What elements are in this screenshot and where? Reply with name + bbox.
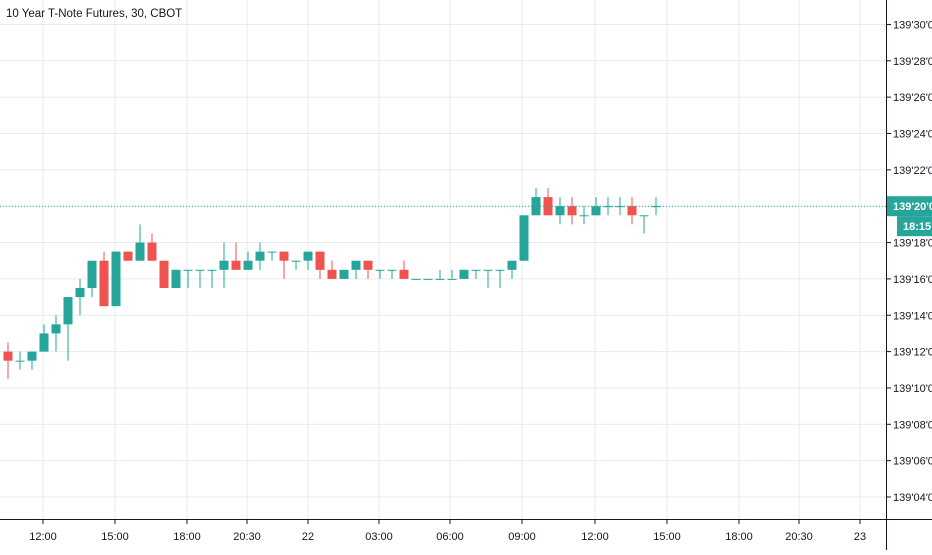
candle-body (75, 287, 85, 298)
y-tick-label: 139'06'0 (893, 456, 932, 468)
candle-body (483, 269, 493, 271)
x-tick-label: 23 (854, 531, 866, 543)
candle-body (195, 269, 205, 271)
candle-body (519, 215, 529, 261)
candle-body (447, 278, 457, 280)
y-tick-label: 139'28'0 (893, 56, 932, 68)
candle-body (159, 260, 169, 288)
candle-body (567, 206, 577, 216)
candle-body (459, 269, 469, 279)
candle-body (387, 269, 397, 271)
last-price-label: 139'20'0 (893, 201, 932, 213)
candle-body (375, 269, 385, 271)
candle-body (279, 251, 289, 261)
candle-body (63, 297, 73, 325)
candle-body (651, 206, 661, 208)
candle-body (411, 278, 421, 280)
candle-body (327, 269, 337, 279)
x-tick-label: 09:00 (508, 531, 536, 543)
candle-body (171, 269, 181, 288)
y-tick-label: 139'08'0 (893, 419, 932, 431)
candle-body (3, 351, 13, 361)
candle-body (603, 206, 613, 208)
candle-body (531, 197, 541, 216)
candle-body (555, 206, 565, 216)
x-tick-label: 15:00 (653, 531, 681, 543)
y-tick-label: 139'04'0 (893, 492, 932, 504)
candle-body (351, 260, 361, 270)
candle-body (243, 260, 253, 270)
candle-body (639, 215, 649, 217)
candle-body (267, 251, 277, 253)
candle-body (27, 351, 37, 361)
x-tick-label: 18:00 (173, 531, 201, 543)
y-tick-label: 139'26'0 (893, 92, 932, 104)
candle-body (435, 278, 445, 280)
y-tick-label: 139'16'0 (893, 274, 932, 286)
candle-body (543, 197, 553, 216)
candle-body (579, 215, 589, 217)
candle-body (147, 242, 157, 261)
candle-body (219, 260, 229, 270)
y-tick-label: 139'30'0 (893, 19, 932, 31)
candle-body (99, 260, 109, 307)
candle-body (507, 260, 517, 270)
candle-body (423, 278, 433, 280)
x-tick-label: 18:00 (725, 531, 753, 543)
x-tick-label: 06:00 (436, 531, 464, 543)
countdown-label: 18:15 (903, 221, 931, 233)
chart-title: 10 Year T-Note Futures, 30, CBOT (6, 8, 183, 20)
x-tick-label: 03:00 (365, 531, 393, 543)
candle-body (231, 260, 241, 270)
y-tick-label: 139'22'0 (893, 165, 932, 177)
candle-body (87, 260, 97, 288)
x-tick-label: 12:00 (581, 531, 609, 543)
candle-body (15, 360, 25, 362)
candle-body (51, 324, 61, 334)
candle-body (399, 269, 409, 279)
x-tick-label: 15:00 (101, 531, 129, 543)
candle-body (339, 269, 349, 279)
y-tick-label: 139'14'0 (893, 310, 932, 322)
candle-body (291, 260, 301, 262)
x-tick-label: 12:00 (29, 531, 57, 543)
candle-body (615, 206, 625, 208)
candle-body (591, 206, 601, 216)
candle-body (123, 251, 133, 261)
candle-body (39, 333, 49, 352)
candle-body (363, 260, 373, 270)
candle-body (183, 269, 193, 271)
candle-body (135, 242, 145, 261)
candle-body (471, 269, 481, 271)
candle-body (495, 269, 505, 271)
candle-body (627, 206, 637, 216)
candle-body (315, 251, 325, 270)
x-tick-label: 22 (302, 531, 314, 543)
x-tick-label: 20:30 (785, 531, 813, 543)
countdown-tag (897, 216, 932, 237)
candle-body (111, 251, 121, 307)
candle-body (207, 269, 217, 271)
y-tick-label: 139'24'0 (893, 129, 932, 141)
candle-body (255, 251, 265, 261)
y-tick-label: 139'12'0 (893, 347, 932, 359)
x-tick-label: 20:30 (233, 531, 261, 543)
last-price-tag (887, 196, 932, 217)
candle-body (303, 251, 313, 261)
y-tick-label: 139'18'0 (893, 238, 932, 250)
y-tick-label: 139'10'0 (893, 383, 932, 395)
